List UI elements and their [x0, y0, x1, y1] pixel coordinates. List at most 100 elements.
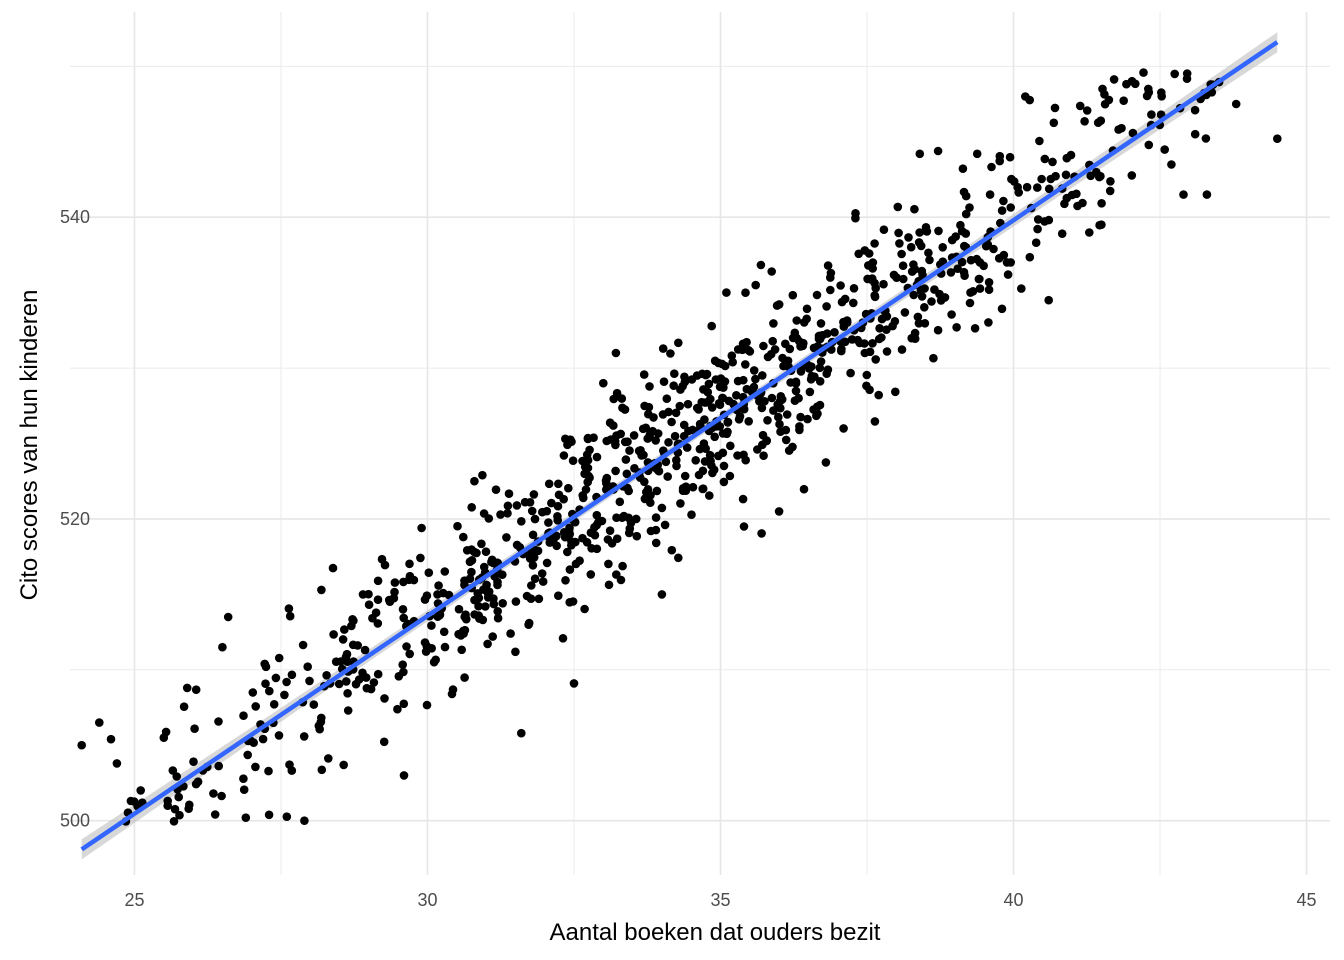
data-point — [732, 391, 741, 400]
data-point — [781, 435, 791, 445]
data-point — [758, 440, 767, 450]
data-point — [1097, 220, 1106, 229]
data-point — [472, 548, 481, 558]
data-point — [261, 662, 271, 672]
data-point — [460, 576, 469, 586]
data-point — [769, 319, 778, 328]
data-point — [879, 279, 888, 289]
data-point — [989, 244, 998, 254]
data-point — [812, 411, 821, 421]
x-tick-label: 35 — [710, 890, 730, 910]
data-point — [1044, 184, 1054, 194]
data-point — [561, 434, 570, 444]
data-point — [1231, 99, 1241, 109]
data-point — [456, 631, 466, 640]
data-point — [670, 431, 680, 441]
data-point — [282, 812, 292, 821]
data-point — [498, 570, 507, 579]
data-point — [822, 302, 831, 311]
data-point — [603, 482, 612, 491]
data-point — [1021, 92, 1030, 101]
data-point — [339, 760, 349, 770]
data-point — [1022, 182, 1032, 192]
data-point — [373, 669, 383, 679]
data-point — [849, 298, 858, 308]
data-point — [763, 352, 773, 362]
data-point — [1049, 118, 1059, 128]
data-point — [563, 547, 572, 557]
data-point — [564, 483, 573, 493]
data-point — [554, 479, 563, 489]
data-point — [953, 264, 962, 274]
data-point — [705, 491, 714, 500]
data-point — [498, 599, 508, 608]
data-point — [860, 246, 870, 255]
data-point — [1273, 134, 1282, 143]
data-point — [674, 338, 683, 348]
data-point — [1109, 75, 1119, 84]
data-point — [947, 310, 956, 319]
data-point — [544, 479, 554, 489]
data-point — [815, 400, 825, 410]
data-point — [810, 372, 819, 382]
data-point — [175, 810, 184, 820]
data-point — [343, 706, 353, 715]
data-point — [271, 673, 281, 683]
data-point — [421, 647, 431, 656]
data-point — [559, 451, 569, 460]
data-point — [280, 690, 289, 700]
data-point — [702, 369, 712, 379]
data-point — [553, 501, 563, 511]
data-point — [779, 361, 788, 371]
data-point — [984, 278, 994, 287]
data-point — [924, 248, 933, 258]
data-point — [914, 319, 924, 328]
data-point — [776, 427, 785, 437]
data-point — [682, 443, 692, 452]
data-point — [1017, 284, 1026, 293]
data-point — [652, 486, 662, 496]
data-point — [1127, 171, 1137, 180]
data-point — [1131, 79, 1140, 89]
data-point — [830, 328, 839, 337]
data-point — [667, 417, 676, 427]
data-point — [918, 270, 927, 280]
data-point — [358, 668, 367, 678]
data-point — [719, 477, 729, 487]
data-point — [882, 347, 892, 356]
data-point — [1095, 172, 1104, 182]
data-point — [575, 556, 584, 565]
data-point — [520, 497, 530, 507]
data-point — [530, 574, 540, 583]
data-point — [405, 571, 415, 581]
data-point — [676, 499, 685, 508]
data-point — [699, 439, 709, 448]
data-point — [985, 190, 995, 199]
data-point — [300, 816, 309, 825]
data-point — [695, 419, 705, 429]
data-point — [394, 672, 404, 681]
data-point — [364, 600, 374, 609]
y-tick-label: 520 — [60, 509, 90, 529]
data-point — [632, 531, 642, 541]
data-point — [592, 452, 602, 462]
data-point — [324, 754, 333, 763]
data-point — [952, 323, 961, 332]
data-point — [975, 274, 984, 284]
data-point — [1060, 199, 1069, 209]
data-point — [796, 412, 805, 422]
data-point — [416, 553, 425, 563]
data-point — [1061, 170, 1071, 180]
data-point — [353, 641, 363, 650]
data-point — [661, 457, 671, 467]
data-point — [467, 503, 477, 512]
data-point — [223, 612, 233, 622]
x-tick-label: 30 — [417, 890, 437, 910]
data-point — [965, 203, 974, 212]
data-point — [638, 424, 648, 434]
data-point — [1117, 123, 1126, 133]
data-point — [671, 408, 681, 418]
data-point — [738, 494, 748, 504]
data-point — [791, 386, 801, 396]
data-point — [489, 599, 499, 609]
